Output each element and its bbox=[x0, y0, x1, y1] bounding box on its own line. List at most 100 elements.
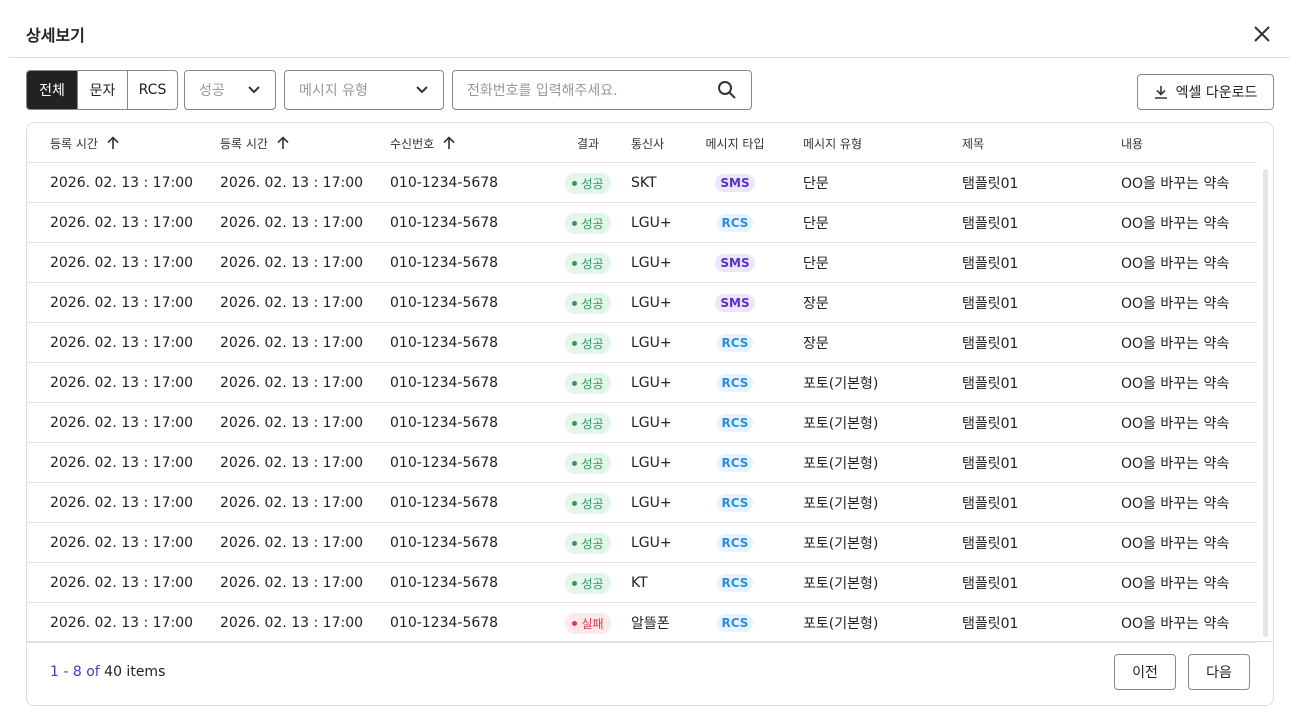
button-label: 엑셀 다운로드 bbox=[1175, 85, 1258, 101]
table-cell: OO을 바꾸는 약속 bbox=[1121, 483, 1229, 523]
badge-text: 성공 bbox=[581, 416, 604, 431]
table-cell: 탬플릿01 bbox=[962, 163, 1018, 203]
cell-text: 010-1234-5678 bbox=[390, 255, 499, 271]
table-row: 2026. 02. 13 : 17:00 2026. 02. 13 : 17:00… bbox=[27, 363, 1257, 403]
table-cell: 포토(기본형) bbox=[803, 523, 878, 563]
table-cell: 포토(기본형) bbox=[803, 483, 878, 523]
cell-text: 장문 bbox=[803, 336, 829, 352]
table: 1 - 8 of 40 items 이전 다음 등록 시간 등록 시간 수신번호 결과… bbox=[26, 122, 1274, 706]
cell-text: 010-1234-5678 bbox=[390, 495, 499, 511]
status-dot bbox=[572, 300, 578, 306]
cell-text: OO을 바꾸는 약속 bbox=[1121, 576, 1230, 592]
chevron bbox=[416, 86, 428, 94]
table-row: 2026. 02. 13 : 17:00 2026. 02. 13 : 17:00… bbox=[27, 243, 1257, 283]
cell-text: 탬플릿01 bbox=[962, 416, 1019, 432]
table-cell: LGU+ bbox=[631, 523, 672, 563]
result-badge: 성공 bbox=[565, 332, 611, 354]
table-cell: OO을 바꾸는 약속 bbox=[1121, 563, 1229, 603]
badge-text: 성공 bbox=[581, 256, 604, 271]
badge-text: 실패 bbox=[581, 616, 604, 631]
cell-text: LGU+ bbox=[631, 215, 672, 231]
table-cell: 010-1234-5678 bbox=[390, 243, 498, 283]
cell-text: 2026. 02. 13 : 17:00 bbox=[220, 295, 364, 311]
cell-text: 단문 bbox=[803, 176, 829, 192]
sort-icon[interactable] bbox=[276, 136, 290, 150]
table-cell: 포토(기본형) bbox=[803, 443, 878, 483]
tab[interactable]: RCS bbox=[127, 71, 177, 109]
cell-text: 탬플릿01 bbox=[962, 176, 1019, 192]
cell-text: 포토(기본형) bbox=[803, 496, 879, 512]
cell-text: 2026. 02. 13 : 17:00 bbox=[220, 335, 364, 351]
cell-text: OO을 바꾸는 약속 bbox=[1121, 456, 1230, 472]
cell-text: 탬플릿01 bbox=[962, 216, 1019, 232]
cell-text: 포토(기본형) bbox=[803, 576, 879, 592]
table-cell: 2026. 02. 13 : 17:00 bbox=[220, 563, 363, 603]
select-text: 성공 bbox=[199, 83, 225, 99]
table-cell: 성공 bbox=[558, 523, 618, 563]
table-row: 2026. 02. 13 : 17:00 2026. 02. 13 : 17:00… bbox=[27, 603, 1257, 643]
table-cell: OO을 바꾸는 약속 bbox=[1121, 283, 1229, 323]
table-row: 2026. 02. 13 : 17:00 2026. 02. 13 : 17:00… bbox=[27, 323, 1257, 363]
table-cell: 2026. 02. 13 : 17:00 bbox=[50, 323, 193, 363]
cell-text: 010-1234-5678 bbox=[390, 215, 499, 231]
search-icon bbox=[718, 81, 736, 99]
result-badge: 성공 bbox=[565, 212, 611, 234]
status-dot bbox=[572, 260, 578, 266]
result-badge: 성공 bbox=[565, 532, 611, 554]
next-button[interactable]: 다음 bbox=[1188, 654, 1250, 690]
table-cell: 단문 bbox=[803, 243, 829, 283]
cell-text: 2026. 02. 13 : 17:00 bbox=[50, 415, 194, 431]
table-cell: 2026. 02. 13 : 17:00 bbox=[220, 283, 363, 323]
table-cell: 2026. 02. 13 : 17:00 bbox=[50, 523, 193, 563]
table-cell: LGU+ bbox=[631, 323, 672, 363]
tab[interactable]: 전체 bbox=[27, 71, 77, 109]
cell-text: 2026. 02. 13 : 17:00 bbox=[50, 335, 194, 351]
close-button[interactable] bbox=[1253, 25, 1271, 43]
prev-button[interactable]: 이전 bbox=[1114, 654, 1176, 690]
sort-icon[interactable] bbox=[442, 136, 456, 150]
cell-text: 010-1234-5678 bbox=[390, 415, 499, 431]
table-cell: 2026. 02. 13 : 17:00 bbox=[220, 403, 363, 443]
table-cell: 010-1234-5678 bbox=[390, 283, 498, 323]
cell-text: LGU+ bbox=[631, 535, 672, 551]
result-badge: 성공 bbox=[565, 172, 611, 194]
cell-text: 탬플릿01 bbox=[962, 256, 1019, 272]
sort-icon[interactable] bbox=[106, 136, 120, 150]
cell-text: 포토(기본형) bbox=[803, 616, 879, 632]
result-badge: 성공 bbox=[565, 372, 611, 394]
status-dot bbox=[572, 460, 578, 466]
status-select[interactable]: 성공 bbox=[184, 70, 276, 110]
table-cell: 장문 bbox=[803, 283, 829, 323]
cell-text: 010-1234-5678 bbox=[390, 455, 499, 471]
table-cell: SMS bbox=[705, 163, 765, 203]
table-cell: 단문 bbox=[803, 163, 829, 203]
cell-text: 2026. 02. 13 : 17:00 bbox=[50, 495, 194, 511]
search-input[interactable]: 전화번호를 입력해주세요. bbox=[452, 70, 752, 110]
type-select[interactable]: 메시지 유형 bbox=[284, 70, 444, 110]
header-cell: 내용 bbox=[1121, 123, 1143, 163]
table-cell: 010-1234-5678 bbox=[390, 163, 498, 203]
table-cell: 성공 bbox=[558, 243, 618, 283]
type-badge: RCS bbox=[716, 214, 754, 232]
cell-text: 탬플릿01 bbox=[962, 296, 1019, 312]
table-cell: LGU+ bbox=[631, 363, 672, 403]
header-label: 등록 시간 bbox=[50, 136, 98, 151]
tab[interactable]: 문자 bbox=[77, 71, 127, 109]
cell-text: OO을 바꾸는 약속 bbox=[1121, 416, 1230, 432]
search-placeholder: 전화번호를 입력해주세요. bbox=[467, 83, 618, 99]
cell-text: 탬플릿01 bbox=[962, 616, 1019, 632]
table-cell: 010-1234-5678 bbox=[390, 323, 498, 363]
cell-text: LGU+ bbox=[631, 295, 672, 311]
table-row: 2026. 02. 13 : 17:00 2026. 02. 13 : 17:00… bbox=[27, 563, 1257, 603]
table-cell: 2026. 02. 13 : 17:00 bbox=[50, 563, 193, 603]
type-badge: SMS bbox=[715, 294, 755, 312]
table-cell: 성공 bbox=[558, 563, 618, 603]
cell-text: LGU+ bbox=[631, 495, 672, 511]
table-cell: 2026. 02. 13 : 17:00 bbox=[220, 483, 363, 523]
table-cell: 2026. 02. 13 : 17:00 bbox=[50, 483, 193, 523]
excel-download-button[interactable]: 엑셀 다운로드 bbox=[1137, 74, 1274, 110]
total: 40 items bbox=[104, 664, 166, 680]
status-dot bbox=[572, 220, 578, 226]
cell-text: 탬플릿01 bbox=[962, 536, 1019, 552]
badge-text: 성공 bbox=[581, 176, 604, 191]
